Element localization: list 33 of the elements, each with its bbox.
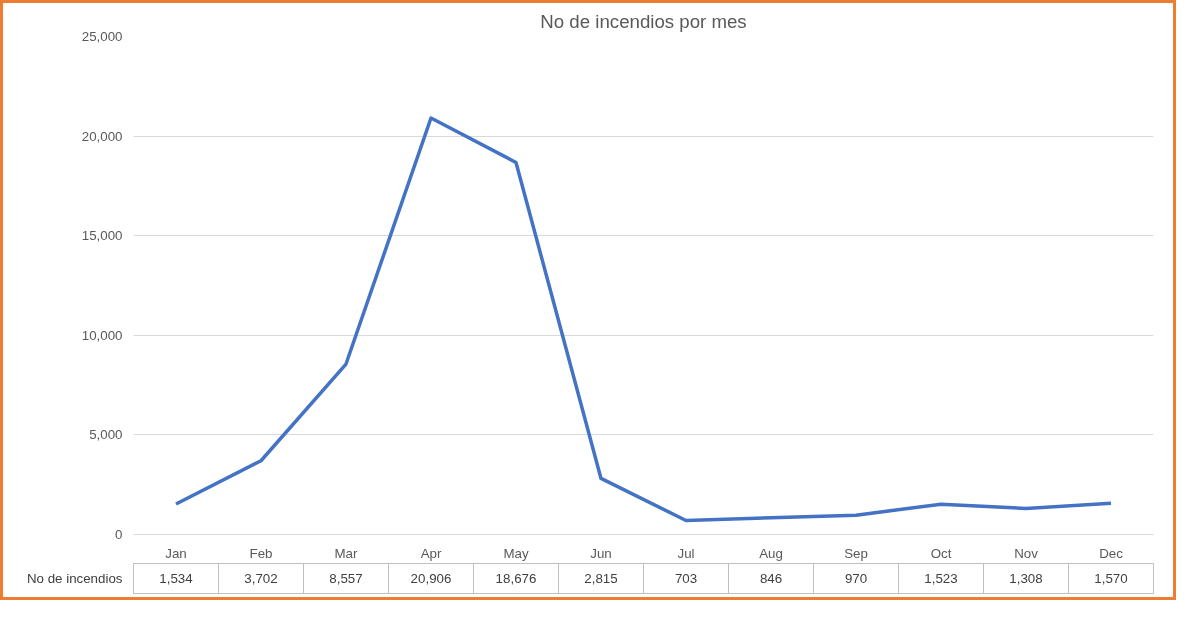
x-tick-label: Jan	[165, 545, 187, 561]
x-tick-label: Apr	[420, 545, 442, 561]
y-tick-label: 10,000	[81, 327, 123, 343]
x-tick-label: Jul	[677, 545, 695, 561]
data-label: 18,676	[495, 571, 537, 586]
x-tick-label: May	[503, 545, 529, 561]
x-tick-label: Sep	[844, 545, 868, 561]
text: No de incendios	[26, 571, 123, 586]
line-series	[174, 116, 1113, 523]
data-label: 3,702	[244, 571, 278, 586]
data-label: 970	[844, 571, 868, 586]
data-label: 703	[674, 571, 698, 586]
data-label: 1,570	[1094, 571, 1128, 586]
x-tick-label: Mar	[334, 545, 359, 561]
x-tick-label: Oct	[930, 545, 952, 561]
x-tick-label: Jun	[590, 545, 612, 561]
x-tick-label: Feb	[249, 545, 273, 561]
data-label: 2,815	[584, 571, 618, 586]
data-label: 846	[759, 571, 783, 586]
y-tick-label: 15,000	[81, 228, 123, 244]
y-tick-label: 5,000	[89, 427, 123, 443]
data-label: 1,308	[1009, 571, 1043, 586]
data-label: 1,523	[924, 571, 958, 586]
data-label: 8,557	[329, 571, 363, 586]
x-tick-label: Aug	[759, 545, 783, 561]
chart-title: No de incendios por mes	[540, 10, 747, 32]
y-tick-label: 25,000	[81, 29, 123, 44]
y-tick-label: 20,000	[81, 128, 123, 144]
x-tick-label: Dec	[1099, 545, 1124, 561]
data-label: 1,534	[159, 571, 194, 586]
data-label: 20,906	[410, 571, 452, 586]
y-tick-label: 0	[115, 527, 123, 542]
x-tick-label: Nov	[1014, 545, 1039, 561]
